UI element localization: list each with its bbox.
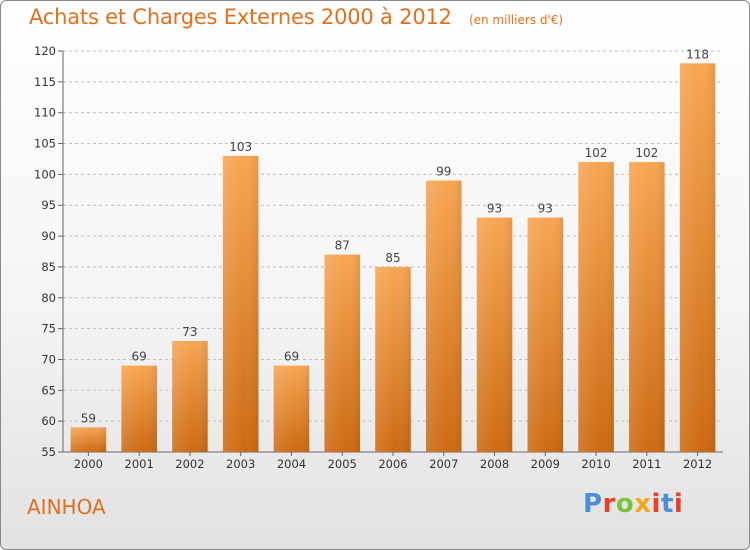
data-label: 103: [229, 140, 252, 154]
y-tick-label: 55: [41, 445, 56, 459]
data-label: 69: [284, 350, 299, 364]
chart-subtitle: (en milliers d'€): [468, 13, 564, 27]
bar-shade: [476, 217, 513, 452]
bar-shade: [121, 365, 157, 452]
bar-shade: [273, 365, 310, 452]
data-label: 93: [487, 202, 502, 216]
x-tick-label: 2012: [683, 457, 712, 471]
x-tick-label: 2007: [429, 457, 458, 471]
logo-letter: x: [634, 489, 652, 519]
x-tick-label: 2000: [74, 457, 103, 471]
data-label: 85: [385, 251, 400, 265]
bar-shade: [578, 162, 614, 453]
y-tick-label: 95: [41, 198, 56, 212]
x-tick-label: 2010: [581, 457, 610, 471]
x-tick-label: 2004: [277, 457, 306, 471]
y-tick-label: 60: [41, 414, 56, 428]
y-tick-label: 120: [34, 44, 56, 58]
bar-shade: [172, 340, 208, 452]
y-tick-label: 110: [34, 106, 56, 120]
logo-letter: o: [615, 489, 635, 519]
data-label: 118: [686, 47, 709, 61]
data-label: 99: [436, 165, 451, 179]
x-tick-label: 2005: [328, 457, 357, 471]
y-tick-label: 100: [34, 167, 56, 181]
y-tick-label: 105: [34, 137, 56, 151]
bar-shade: [426, 180, 462, 453]
bar-shade: [324, 254, 360, 452]
commune-name: AINHOA: [27, 495, 106, 519]
y-tick-label: 90: [41, 229, 56, 243]
logo-letter: i: [651, 489, 661, 519]
x-tick-label: 2001: [125, 457, 154, 471]
y-tick-label: 85: [41, 260, 56, 274]
logo-letter: t: [660, 489, 674, 519]
x-tick-label: 2006: [378, 457, 407, 471]
logo-letter: i: [673, 489, 684, 519]
data-label: 87: [335, 239, 350, 253]
bar-shade: [375, 266, 411, 452]
bar-shade: [222, 155, 259, 452]
x-tick-label: 2008: [480, 457, 509, 471]
proxiti-logo: Proxiti: [583, 489, 683, 519]
x-tick-label: 2011: [632, 457, 661, 471]
chart-title-block: Achats et Charges Externes 2000 à 2012 (…: [29, 5, 563, 29]
x-tick-label: 2002: [175, 457, 204, 471]
data-label: 93: [538, 202, 553, 216]
x-tick-label: 2003: [226, 457, 255, 471]
y-tick-label: 70: [41, 352, 56, 366]
x-tick-label: 2009: [531, 457, 560, 471]
logo-letter: P: [583, 489, 603, 519]
bar-shade: [629, 162, 665, 453]
bar-shade: [70, 427, 107, 452]
y-tick-label: 80: [41, 291, 56, 305]
bar-shade: [679, 63, 716, 452]
data-label: 102: [635, 146, 658, 160]
y-tick-label: 75: [41, 322, 56, 336]
data-label: 69: [132, 350, 147, 364]
bar-shade: [527, 217, 564, 452]
data-label: 102: [585, 146, 608, 160]
data-label: 73: [182, 325, 197, 339]
y-tick-label: 115: [34, 75, 56, 89]
chart-title: Achats et Charges Externes 2000 à 2012: [29, 5, 452, 29]
logo-letter: r: [602, 489, 616, 519]
data-label: 59: [81, 411, 96, 425]
y-tick-label: 65: [41, 383, 56, 397]
